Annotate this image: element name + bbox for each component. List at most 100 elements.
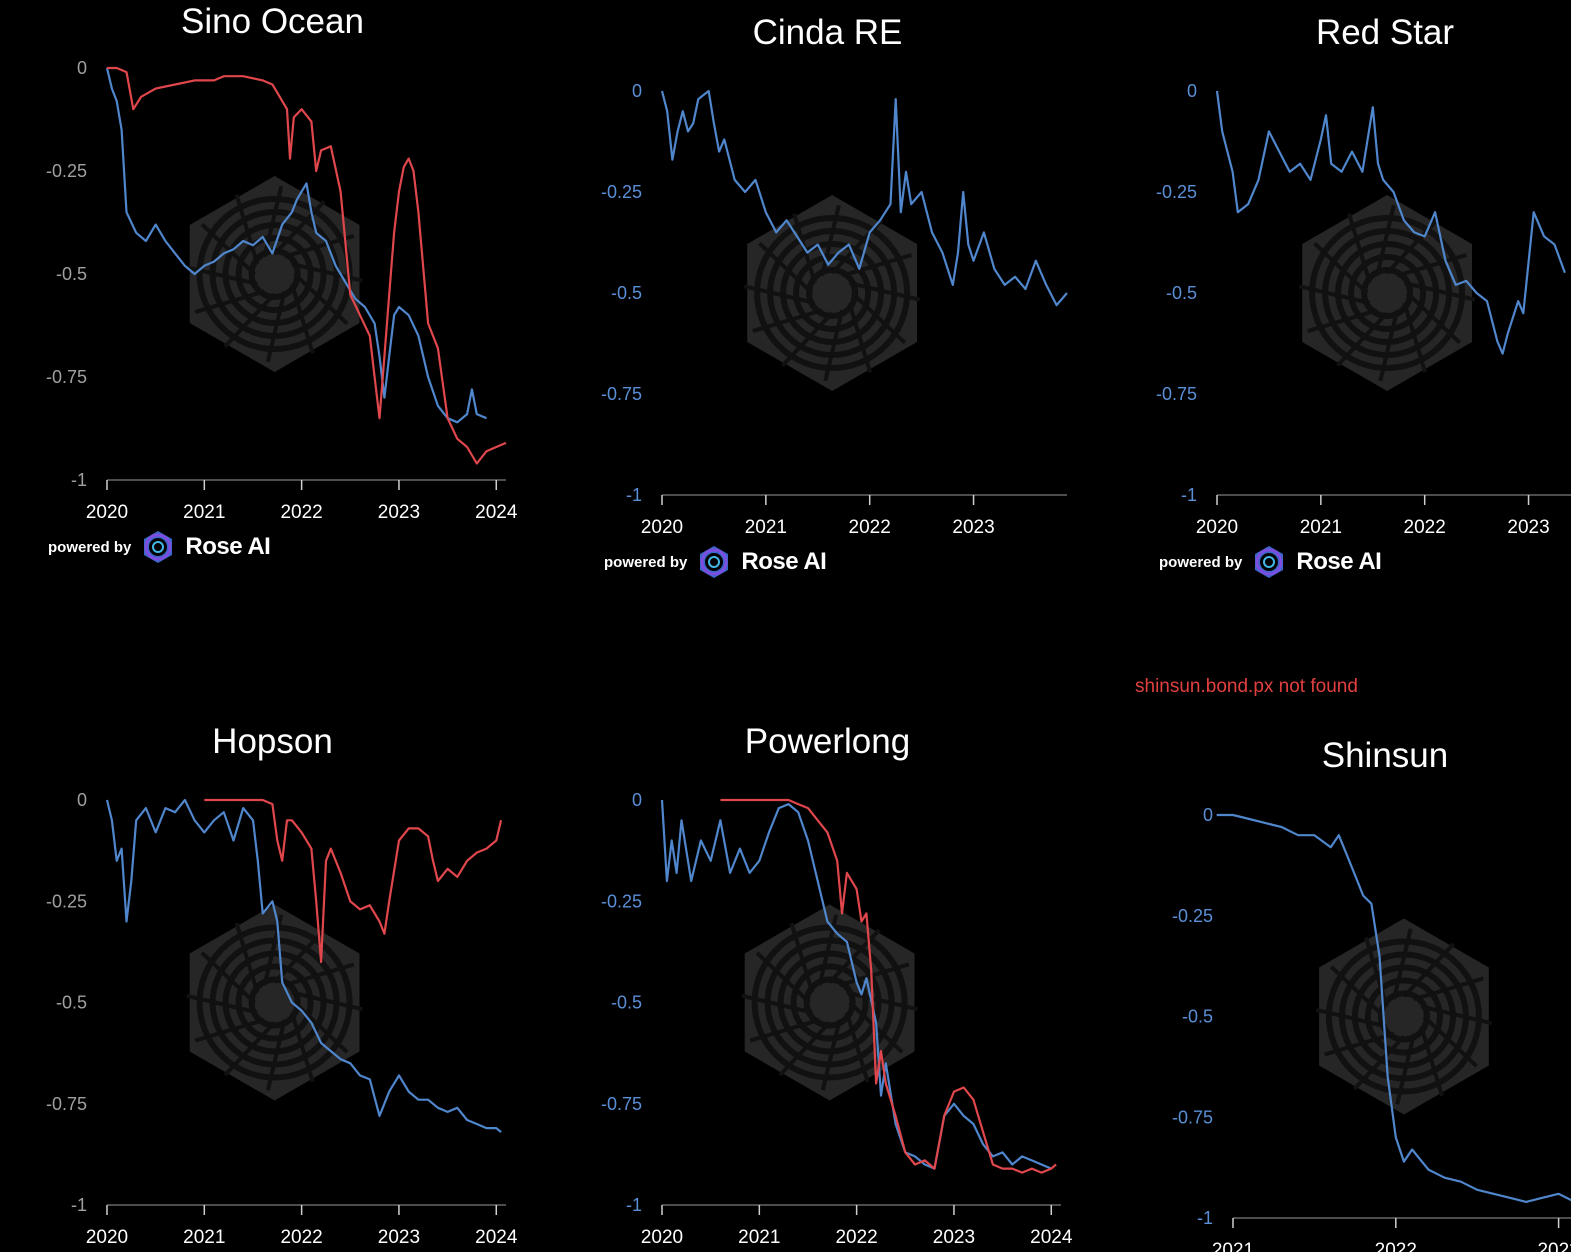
watermark-ring [1335,241,1440,345]
watermark-blade [293,272,349,326]
x-tick-label: 2020 [86,1227,128,1248]
y-tick-label: 0 [1203,805,1213,825]
watermark-blade [289,283,315,354]
powered-by-logo: powered by Rose AI [604,545,827,579]
watermark-ring [248,976,301,1029]
watermark-blade [234,922,260,994]
x-tick-label: 2022 [849,517,891,538]
y-tick-label: 0 [632,81,642,101]
watermark-blade [839,962,910,988]
y-tick-label: -1 [626,1195,642,1215]
watermark-blade [1402,942,1456,998]
watermark-ring [196,924,353,1081]
watermark-blade [1402,302,1428,373]
watermark-blade [823,309,845,382]
watermark-ring [235,235,314,313]
y-tick-label: -0.5 [1166,283,1197,303]
watermark-logo [1315,918,1493,1115]
watermark-blade [1315,1007,1388,1029]
watermark-blade [841,253,913,278]
watermark-ring [235,963,314,1042]
watermark-blade [291,990,363,1012]
watermark-ring [248,248,301,300]
watermark-ring [1348,254,1427,332]
x-tick-label: 2023 [1537,1240,1571,1252]
watermark-ring [806,267,859,319]
watermark-blade [1403,281,1476,302]
powered-by-label: powered by [1159,553,1243,571]
x-tick-label: 2023 [378,1227,420,1248]
y-tick-label: -0.75 [601,384,642,404]
watermark-blade [1352,1035,1406,1091]
series-line-1 [1215,90,1566,355]
watermark-blade [778,1021,832,1077]
watermark-blade [1347,213,1372,284]
y-tick-label: -0.25 [46,161,87,181]
watermark-blade [846,990,918,1012]
series-line-1 [1216,813,1571,1203]
watermark-ring [1364,977,1443,1056]
chart-plot: 0 -0.25 -0.5 -0.75 -1 2020 2021 2022 2023 2024 [46,790,518,1248]
watermark-blade [273,928,326,984]
x-tick-label: 2024 [475,1227,518,1248]
x-tick-label: 2023 [933,1227,975,1248]
watermark-blade [1313,241,1369,295]
series-line-2 [107,66,507,465]
series-line-1 [105,798,502,1133]
watermark-ring [803,976,856,1029]
chart-plot: 0 -0.25 -0.5 -0.75 -1 2020 2021 2022 2023 [601,81,1068,538]
watermark-blade [1324,1031,1395,1057]
watermark-blade [1420,1004,1493,1026]
watermark-blade [844,1011,870,1083]
watermark-blade [291,262,363,283]
y-tick-label: -0.75 [1156,384,1197,404]
series-line-1 [105,67,487,424]
watermark-blade [820,204,841,277]
watermark-ring [780,241,885,345]
powered-by-label: powered by [48,538,132,556]
watermark-ring [222,222,327,326]
watermark-ring [196,196,353,352]
powered-by-logo: powered by Rose AI [1159,545,1382,579]
y-tick-label: -0.5 [56,264,87,284]
x-tick-label: 2020 [1196,517,1238,538]
watermark-logo [743,195,921,391]
chart-title: Sino Ocean [181,2,364,41]
x-tick-label: 2021 [738,1227,780,1248]
watermark-blade [273,199,326,256]
x-tick-label: 2023 [952,517,994,538]
x-tick-label: 2024 [475,502,518,523]
watermark-blade [293,1001,349,1054]
watermark-ring [1309,215,1466,371]
chart-panel-hopson: Hopson 0 -0.25 -0.5 -0.75 -1 2020 2021 2022 2023… [0,700,545,1252]
watermark-blade [1396,253,1468,278]
watermark-blade [284,962,355,988]
watermark-blade [755,951,811,1004]
y-tick-label: -0.25 [46,891,87,911]
chart-plot: 0 -0.25 -0.5 -0.75 -1 2021 2022 2023 [1172,805,1571,1252]
x-tick-label: 2023 [1507,517,1549,538]
watermark-blade [828,928,881,984]
watermark-blade [1335,311,1389,368]
y-tick-label: -1 [1197,1208,1213,1228]
watermark-logo [186,904,363,1101]
watermark-blade [223,1021,277,1077]
rose-ai-logo-icon [144,531,173,563]
y-tick-label: -0.25 [601,182,642,202]
chart-plot: 0 -0.25 -0.5 -0.75 -1 2020 2021 2022 2023 2024 [601,790,1073,1248]
watermark-blade [850,291,907,345]
chart-title: Red Star [1315,13,1455,52]
watermark-blade [1307,308,1378,333]
chart-title: Hopson [212,722,333,761]
chart-title: Powerlong [744,722,911,761]
watermark-logo [741,904,918,1101]
x-tick-label: 2022 [280,1227,322,1248]
rose-ai-logo-icon [1255,546,1284,578]
chart-panel-cinda-re: Cinda RE 0 -0.25 -0.5 -0.75 -1 2020 2021 2022 20… [555,0,1100,600]
x-tick-label: 2022 [835,1227,877,1248]
watermark-blade [752,308,823,333]
watermark-blade [758,241,814,295]
y-tick-label: -1 [1181,485,1197,505]
chart-panel-red-star: Red Star 0 -0.25 -0.5 -0.75 -1 2020 2021 2022 20… [1110,0,1571,600]
series-line-1 [660,799,1052,1170]
